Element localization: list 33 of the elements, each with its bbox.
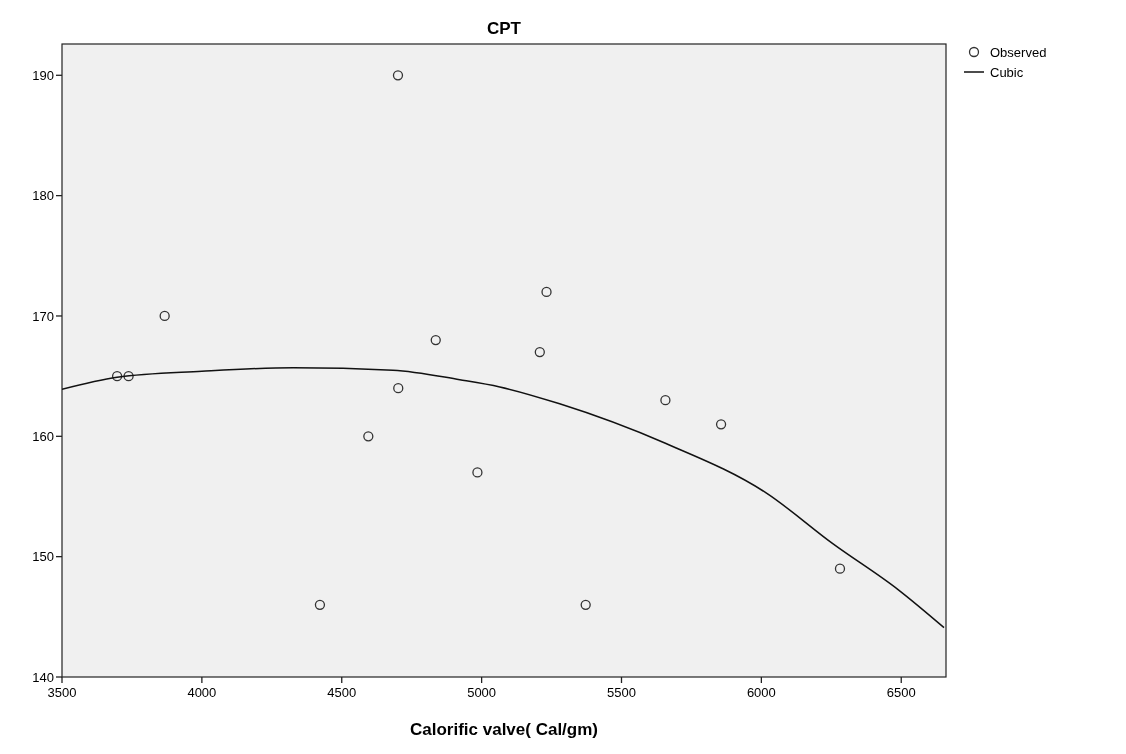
point xyxy=(834,563,846,574)
y-tick-label: 150 xyxy=(32,549,54,565)
point xyxy=(660,395,671,406)
x-tick-label: 6000 xyxy=(746,685,776,700)
point xyxy=(472,467,483,478)
x-axis-title: Calorific valve( Cal/gm) xyxy=(409,720,599,739)
x-tick-label: 4000 xyxy=(187,685,217,700)
y-tick-label: 190 xyxy=(32,67,54,83)
legend-label: Observed xyxy=(990,44,1047,60)
point xyxy=(534,346,545,358)
line-series xyxy=(62,366,945,629)
point xyxy=(111,371,123,382)
point xyxy=(392,70,404,81)
point xyxy=(363,431,374,442)
x-tick-label: 4500 xyxy=(327,685,357,700)
point xyxy=(715,419,727,430)
point xyxy=(123,371,134,382)
y-tick-label: 170 xyxy=(32,308,54,324)
chart-title: CPT xyxy=(487,19,522,38)
x-tick-label: 5000 xyxy=(467,685,497,700)
point xyxy=(159,310,170,322)
x-tick-label: 3500 xyxy=(47,685,77,700)
point xyxy=(541,286,552,298)
point xyxy=(314,599,326,610)
x-tick-label: 6500 xyxy=(886,685,916,700)
point xyxy=(580,599,591,610)
x-tick-label: 5500 xyxy=(607,685,636,700)
point xyxy=(393,383,404,394)
point xyxy=(430,334,441,346)
y-tick-label: 180 xyxy=(32,188,54,204)
y-tick-label: 140 xyxy=(32,669,54,685)
y-tick-label: 160 xyxy=(32,428,54,444)
legend-label: Cubic xyxy=(990,64,1024,80)
